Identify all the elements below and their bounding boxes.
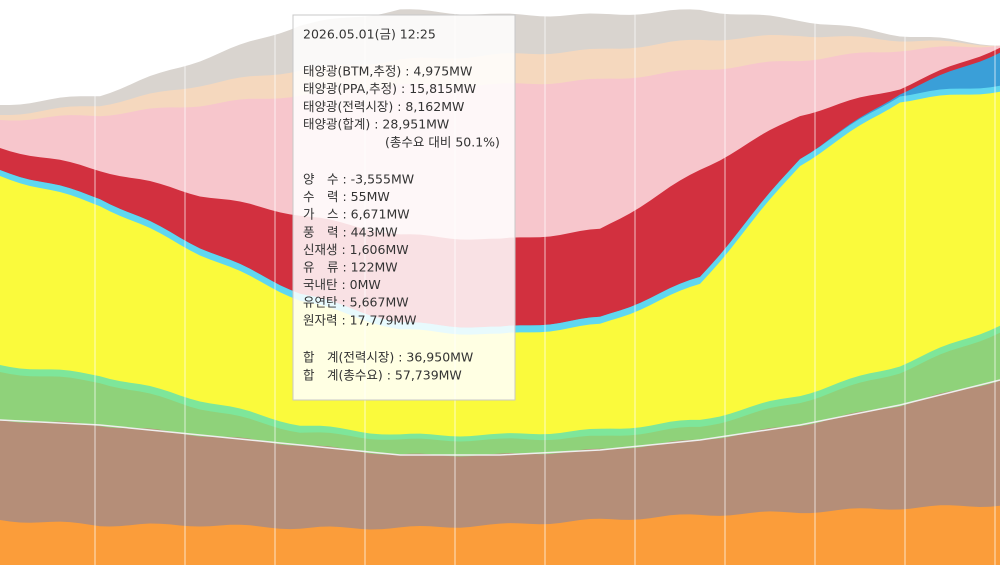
tooltip-line: 태양광(PPA,추정) : 15,815MW	[303, 81, 476, 96]
area-layer	[0, 505, 1000, 565]
tooltip-line: 유 류 : 122MW	[303, 260, 398, 275]
tooltip-line: 태양광(합계) : 28,951MW	[303, 117, 449, 132]
tooltip-box	[292, 14, 516, 401]
tooltip-line: 수 력 : 55MW	[303, 189, 390, 204]
tooltip-line: 원자력 : 17,779MW	[303, 312, 417, 327]
tooltip-line: 가 스 : 6,671MW	[303, 207, 410, 222]
tooltip-line: 신재생 : 1,606MW	[303, 242, 409, 257]
tooltip-total: 합 계(총수요) : 57,739MW	[303, 368, 462, 383]
total-line	[0, 379, 1000, 456]
tooltip-line: 국내탄 : 0MW	[303, 277, 381, 292]
tooltip-line: 유연탄 : 5,667MW	[303, 295, 409, 310]
tooltip-time: 2026.05.01(금) 12:25	[303, 27, 436, 42]
tooltip-line: 태양광(BTM,추정) : 4,975MW	[303, 64, 472, 79]
tooltip-line: 양 수 : -3,555MW	[303, 172, 414, 187]
tooltip-line: 풍 력 : 443MW	[303, 224, 398, 239]
tooltip-total: 합 계(전력시장) : 36,950MW	[303, 350, 473, 365]
tooltip-line: 태양광(전력시장) : 8,162MW	[303, 99, 464, 114]
tooltip: 2026.05.01(금) 12:25 태양광(BTM,추정) : 4,975M…	[292, 14, 516, 401]
tooltip-share: (총수요 대비 50.1%)	[385, 134, 500, 149]
